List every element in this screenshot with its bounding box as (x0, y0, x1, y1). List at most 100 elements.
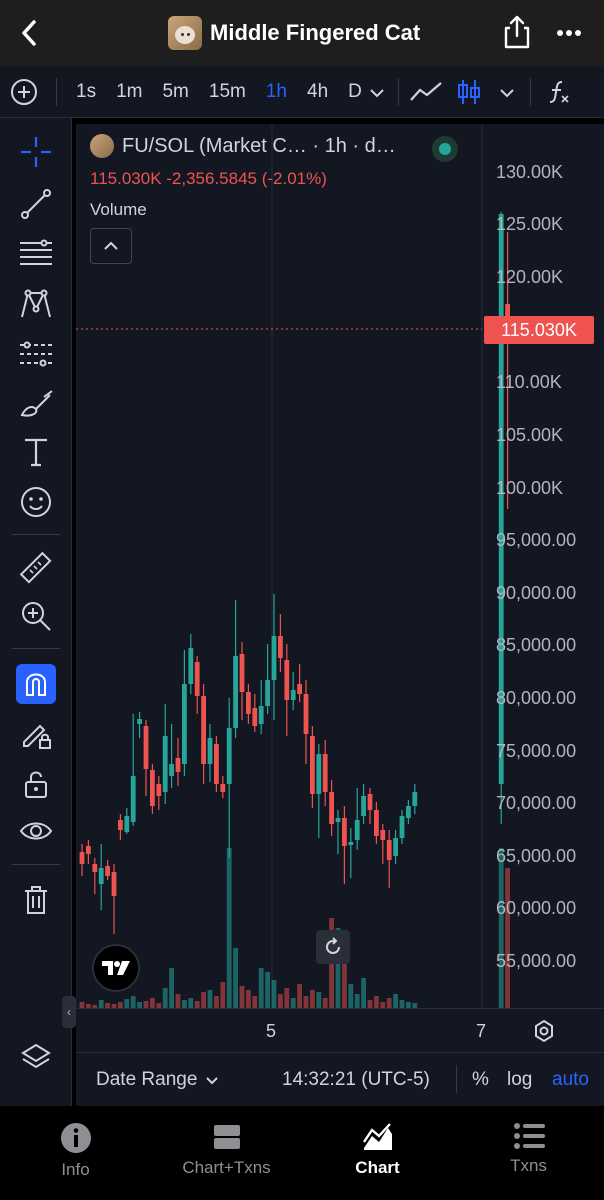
toolbar-divider (530, 78, 531, 106)
volume-bar (201, 992, 206, 1008)
fib-tool[interactable] (16, 234, 56, 274)
symbol-legend[interactable]: FU/SOL (Market C… · 1h · d… (90, 134, 396, 158)
interval-1h[interactable]: 1h (265, 81, 287, 102)
eye-icon (19, 822, 53, 840)
volume-bar (303, 996, 309, 1008)
trend-line-tool[interactable] (16, 184, 56, 224)
time-axis[interactable]: 5 7 (76, 1008, 604, 1052)
chevron-up-icon (104, 241, 118, 250)
clock-timezone[interactable]: 14:32:21 (UTC-5) (282, 1069, 430, 1090)
tradingview-logo[interactable] (92, 944, 140, 992)
token-avatar (168, 16, 202, 50)
volume-bar (143, 1001, 149, 1008)
add-symbol-icon[interactable] (10, 78, 38, 106)
volume-bar (361, 978, 366, 1008)
visibility-tool[interactable] (16, 812, 56, 852)
interval-1s[interactable]: 1s (76, 81, 97, 102)
volume-bar (374, 996, 379, 1008)
candle-body (386, 840, 392, 860)
price-chart[interactable]: FU/SOL (Market C… · 1h · d… 115.030K -2,… (76, 124, 604, 1050)
date-range-button[interactable]: Date Range (96, 1069, 219, 1091)
candle-body (406, 806, 411, 818)
price-axis-label: 125.00K (496, 214, 564, 234)
volume-bar (406, 1002, 411, 1008)
candle-body (239, 654, 245, 692)
delete-tool[interactable] (16, 880, 56, 920)
tab-chart-txns[interactable]: Chart+Txns (151, 1122, 302, 1186)
measure-tool[interactable] (16, 548, 56, 588)
text-tool[interactable] (16, 432, 56, 472)
candle-body (361, 796, 366, 816)
lock-tool[interactable] (16, 764, 56, 804)
volume-legend: Volume (90, 200, 147, 219)
volume-bar (271, 980, 277, 1008)
candles-icon[interactable] (456, 78, 482, 106)
percent-toggle[interactable]: % (472, 1069, 489, 1090)
pattern-tool[interactable] (16, 284, 56, 324)
zoom-tool[interactable] (16, 596, 56, 636)
collapse-legend-button[interactable] (90, 228, 132, 264)
forecast-tool[interactable] (16, 334, 56, 374)
pencil-lock-icon (23, 724, 51, 749)
range-divider (456, 1065, 457, 1093)
volume-bar (258, 968, 264, 1008)
tab-txns[interactable]: Txns (453, 1122, 604, 1186)
volume-bar (290, 998, 296, 1008)
gear-icon[interactable] (532, 1019, 556, 1043)
lock-drawings-tool[interactable] (16, 714, 56, 754)
reset-chart-button[interactable] (316, 930, 350, 964)
volume-bar (137, 1002, 142, 1008)
volume-bar (498, 848, 504, 1008)
volume-bar (79, 1002, 85, 1008)
chart-icon (362, 1123, 392, 1150)
drawing-toolbar (0, 118, 72, 1106)
emoji-tool[interactable] (16, 482, 56, 522)
volume-bar (316, 992, 322, 1008)
interval-5m[interactable]: 5m (162, 81, 189, 102)
crosshair-tool[interactable] (16, 132, 56, 172)
range-bar: Date Range 14:32:21 (UTC-5) % log auto (76, 1052, 604, 1106)
volume-bar (130, 996, 136, 1008)
page-title: Middle Fingered Cat (210, 20, 421, 45)
candle-body (207, 738, 213, 764)
chevron-down-icon[interactable] (496, 78, 518, 106)
interval-15m[interactable]: 15m (208, 81, 246, 102)
symbol-text: FU/SOL (Market C… · 1h · d… (122, 134, 396, 157)
price-axis-label: 75,000.00 (496, 741, 577, 761)
candle-body (137, 719, 142, 724)
candle-body (316, 754, 322, 794)
tab-label: Txns (510, 1156, 547, 1175)
volume-bar (335, 928, 341, 1008)
object-tree-tool[interactable] (16, 1038, 56, 1078)
candle-body (278, 636, 283, 658)
tab-info[interactable]: Info (0, 1122, 151, 1186)
magnet-tool[interactable] (16, 664, 56, 704)
interval-4h[interactable]: 4h (307, 81, 329, 102)
tab-chart[interactable]: Chart (302, 1122, 453, 1186)
collapse-toolbar-button[interactable]: ‹ (62, 996, 76, 1028)
log-toggle[interactable]: log (507, 1069, 533, 1090)
tradingview-icon (102, 961, 130, 975)
reset-icon (326, 937, 340, 954)
volume-bar (214, 996, 219, 1008)
candle-body (348, 842, 354, 845)
interval-D[interactable]: D (348, 81, 362, 102)
share-button[interactable] (500, 14, 534, 50)
indicators-icon[interactable] (544, 78, 572, 106)
chevron-down-icon[interactable] (366, 78, 388, 106)
volume-bar (175, 994, 181, 1008)
more-button[interactable] (552, 18, 586, 48)
brush-tool[interactable] (16, 384, 56, 424)
line-chart-type-icon[interactable] (408, 78, 444, 106)
interval-selector: 1s 1m 5m 15m 1h 4h D (76, 79, 382, 105)
market-status-indicator[interactable] (432, 136, 458, 162)
split-view-icon (213, 1125, 240, 1149)
zoom-in-icon (22, 602, 51, 631)
price-axis-label: 85,000.00 (496, 635, 577, 655)
auto-toggle[interactable]: auto (552, 1069, 589, 1090)
candle-body (220, 784, 226, 792)
candle-body (182, 684, 187, 764)
back-button[interactable] (12, 16, 46, 50)
interval-1m[interactable]: 1m (116, 81, 143, 102)
time-axis-label: 7 (476, 1021, 487, 1041)
